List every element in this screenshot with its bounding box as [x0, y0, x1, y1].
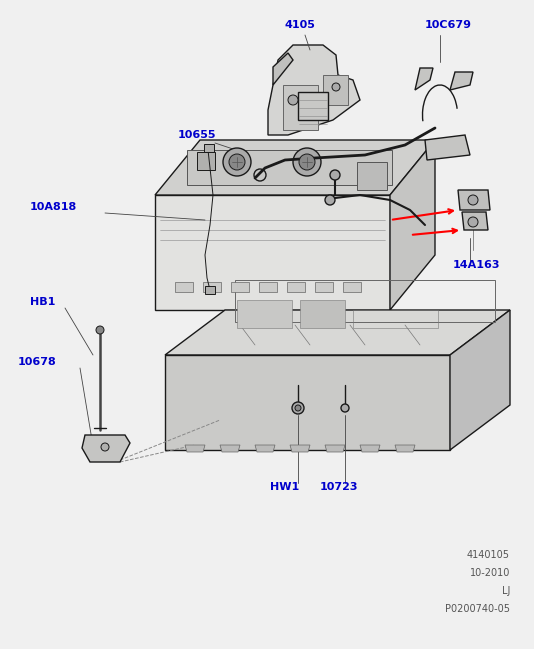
Polygon shape [450, 72, 473, 90]
Bar [203, 282, 221, 292]
Text: 4105: 4105 [285, 20, 316, 30]
Polygon shape [82, 435, 130, 462]
Polygon shape [155, 140, 435, 195]
Bar [287, 282, 305, 292]
Polygon shape [273, 53, 293, 85]
Polygon shape [165, 310, 510, 355]
Polygon shape [425, 135, 470, 160]
Circle shape [223, 148, 251, 176]
Circle shape [288, 95, 298, 105]
Polygon shape [395, 445, 415, 452]
Circle shape [101, 443, 109, 451]
Bar [231, 282, 249, 292]
Circle shape [330, 170, 340, 180]
Polygon shape [185, 445, 205, 452]
Circle shape [292, 402, 304, 414]
Polygon shape [415, 68, 433, 90]
Bar [259, 282, 277, 292]
Polygon shape [155, 195, 390, 310]
Bar [197, 152, 215, 170]
Bar [315, 282, 333, 292]
Text: HW1: HW1 [270, 482, 299, 492]
Text: 10678: 10678 [18, 357, 57, 367]
Text: LJ: LJ [501, 586, 510, 596]
Bar [283, 85, 318, 130]
Text: HB1: HB1 [30, 297, 56, 307]
Polygon shape [165, 355, 450, 450]
Polygon shape [462, 212, 488, 230]
Bar [235, 280, 495, 322]
Bar [187, 150, 392, 185]
Circle shape [299, 154, 315, 170]
Text: 10723: 10723 [320, 482, 358, 492]
Polygon shape [458, 190, 490, 210]
Circle shape [295, 405, 301, 411]
Bar [204, 144, 214, 152]
Circle shape [341, 404, 349, 412]
Bar [300, 300, 345, 328]
Bar [298, 92, 328, 120]
Circle shape [325, 195, 335, 205]
Text: 14A163: 14A163 [453, 260, 500, 270]
Text: 10-2010: 10-2010 [469, 568, 510, 578]
Polygon shape [290, 445, 310, 452]
Bar [343, 282, 361, 292]
Bar [237, 300, 292, 328]
Text: P0200740-05: P0200740-05 [445, 604, 510, 614]
Text: 4140105: 4140105 [467, 550, 510, 560]
Circle shape [293, 148, 321, 176]
Bar [175, 282, 193, 292]
Circle shape [468, 217, 478, 227]
Circle shape [332, 83, 340, 91]
Bar [323, 75, 348, 105]
Polygon shape [360, 445, 380, 452]
Polygon shape [255, 445, 275, 452]
Polygon shape [268, 45, 360, 135]
Circle shape [229, 154, 245, 170]
Text: 10A818: 10A818 [30, 202, 77, 212]
Circle shape [468, 195, 478, 205]
Text: 10655: 10655 [178, 130, 216, 140]
Bar [205, 286, 215, 294]
Bar [353, 310, 438, 328]
Polygon shape [220, 445, 240, 452]
Text: 10C679: 10C679 [425, 20, 472, 30]
Polygon shape [450, 310, 510, 450]
Circle shape [96, 326, 104, 334]
Polygon shape [325, 445, 345, 452]
Polygon shape [390, 140, 435, 310]
Bar [357, 162, 387, 190]
